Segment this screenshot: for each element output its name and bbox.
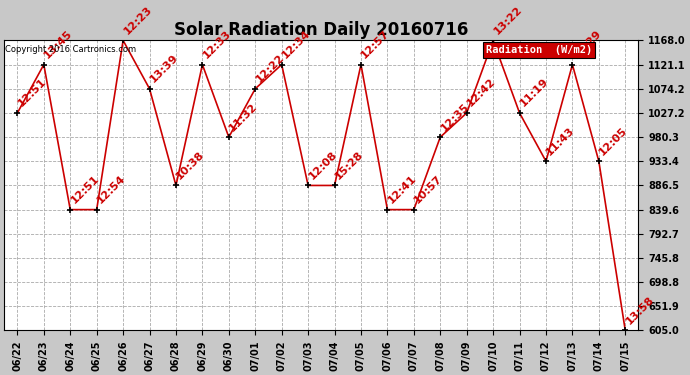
Text: 10:38: 10:38 <box>175 149 206 181</box>
Text: 14:29: 14:29 <box>571 28 603 60</box>
Text: 11:32: 11:32 <box>227 101 259 133</box>
Text: 11:43: 11:43 <box>544 125 577 157</box>
Text: 12:23: 12:23 <box>121 4 154 36</box>
Text: 12:51: 12:51 <box>69 173 101 206</box>
Text: 12:41: 12:41 <box>386 173 418 206</box>
Text: 12:22: 12:22 <box>254 53 286 85</box>
Title: Solar Radiation Daily 20160716: Solar Radiation Daily 20160716 <box>174 21 469 39</box>
Text: 13:39: 13:39 <box>148 53 180 85</box>
Text: 13:58: 13:58 <box>624 294 656 326</box>
Text: 12:57: 12:57 <box>359 28 391 60</box>
Text: 12:54: 12:54 <box>95 173 128 206</box>
Text: 12:35: 12:35 <box>439 101 471 133</box>
Text: 12:34: 12:34 <box>280 28 313 60</box>
Text: Copyright 2016 Cartronics.com: Copyright 2016 Cartronics.com <box>6 45 137 54</box>
Text: 10:57: 10:57 <box>413 174 444 206</box>
Text: 12:05: 12:05 <box>598 125 629 157</box>
Text: 15:28: 15:28 <box>333 149 365 181</box>
Text: 13:45: 13:45 <box>42 28 75 60</box>
Text: 11:19: 11:19 <box>518 76 551 109</box>
Text: 12:08: 12:08 <box>306 149 339 181</box>
Text: 12:51: 12:51 <box>16 77 48 109</box>
Text: 13:22: 13:22 <box>491 4 524 36</box>
Text: 12:33: 12:33 <box>201 28 233 60</box>
Text: Radiation  (W/m2): Radiation (W/m2) <box>486 45 593 55</box>
Text: 12:42: 12:42 <box>465 76 497 109</box>
